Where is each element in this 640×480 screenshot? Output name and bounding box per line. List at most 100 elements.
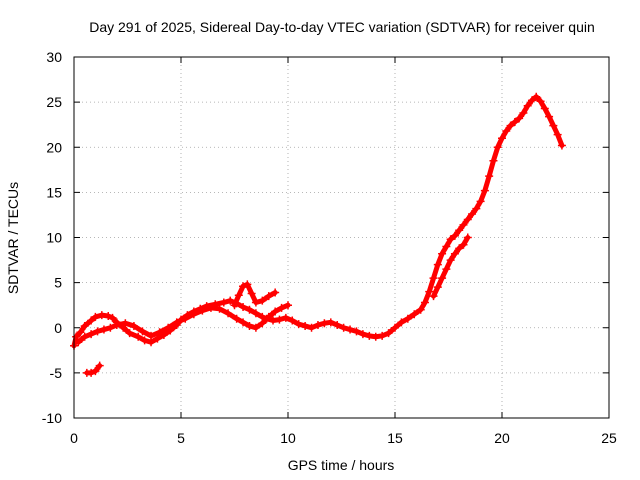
data-point <box>87 330 96 339</box>
data-point <box>523 101 532 110</box>
data-point <box>258 296 267 305</box>
data-point <box>506 121 515 130</box>
data-point <box>198 306 207 315</box>
data-point <box>284 301 292 310</box>
data-point <box>91 312 100 321</box>
data-point <box>112 321 121 330</box>
y-tick-label: 25 <box>46 94 62 110</box>
data-point <box>239 302 248 311</box>
axis-ticks: 0 5 10 15 20 25 -10 -5 0 5 10 15 20 25 30 <box>42 49 617 446</box>
data-point <box>476 197 485 206</box>
data-point <box>463 215 472 224</box>
data-point <box>251 298 260 307</box>
data-point <box>76 328 85 337</box>
data-point <box>258 319 267 328</box>
data-point <box>450 249 459 258</box>
chart-title: Day 291 of 2025, Sidereal Day-to-day VTE… <box>89 19 595 35</box>
data-point <box>91 367 100 376</box>
data-point <box>545 112 554 121</box>
gridlines <box>74 57 609 418</box>
data-point <box>442 265 451 274</box>
data-point <box>410 310 419 319</box>
data-point <box>333 321 342 330</box>
data-point <box>450 231 459 240</box>
y-tick-label: 5 <box>54 275 62 291</box>
data-point <box>455 244 464 253</box>
data-point <box>155 328 164 337</box>
data-point <box>480 186 489 195</box>
data-point <box>553 130 562 139</box>
y-tick-label: 30 <box>46 49 62 65</box>
data-point <box>515 114 524 123</box>
data-point <box>391 323 399 332</box>
data-point <box>172 318 181 327</box>
data-point <box>164 323 173 332</box>
y-tick-label: 0 <box>54 320 62 336</box>
data-point <box>536 97 545 106</box>
data-point <box>239 282 248 291</box>
data-point <box>320 319 329 328</box>
data-point <box>489 156 498 165</box>
data-point <box>313 321 322 330</box>
data-point <box>371 332 380 341</box>
data-point <box>245 321 254 330</box>
data-point <box>502 127 511 136</box>
data-point <box>125 329 134 338</box>
data-point <box>121 319 130 328</box>
data-point <box>425 287 434 296</box>
data-point <box>429 292 438 301</box>
data-point <box>510 117 519 126</box>
data-point <box>147 331 156 340</box>
data-point <box>80 332 89 341</box>
data-point <box>189 310 198 319</box>
data-point <box>446 256 455 265</box>
data-point <box>245 305 254 314</box>
data-point <box>243 280 252 289</box>
data-point <box>181 314 190 323</box>
data-point <box>87 316 96 325</box>
data-point <box>433 260 442 269</box>
data-point <box>459 220 468 229</box>
data-point <box>498 134 506 143</box>
plot-frame <box>73 56 610 419</box>
data-point <box>468 210 477 219</box>
data-point <box>108 313 117 322</box>
data-point <box>275 315 284 324</box>
data-point <box>72 332 81 341</box>
data-point <box>485 172 494 181</box>
data-point <box>540 104 549 113</box>
data-point <box>224 309 233 318</box>
data-point <box>99 325 108 334</box>
data-point <box>326 318 335 327</box>
x-axis-label: GPS time / hours <box>288 457 395 473</box>
data-point <box>358 330 367 339</box>
y-tick-label: 20 <box>46 139 62 155</box>
data-point <box>527 96 536 105</box>
data-point <box>549 121 558 130</box>
data-point <box>206 303 215 312</box>
y-tick-label: 15 <box>46 184 62 200</box>
data-point <box>277 303 286 312</box>
data-point <box>557 141 566 150</box>
data-point <box>438 249 447 258</box>
data-point <box>433 283 442 292</box>
data-point <box>294 320 303 329</box>
data-point <box>352 327 361 336</box>
data-point <box>215 304 224 313</box>
data-point <box>271 307 280 316</box>
data-point <box>138 327 147 336</box>
y-tick-label: -10 <box>42 410 62 426</box>
data-point <box>446 235 455 244</box>
data-point <box>346 325 355 334</box>
data-point <box>463 233 472 242</box>
data-point <box>416 305 425 314</box>
x-tick-label: 10 <box>280 430 296 446</box>
data-point <box>269 316 278 325</box>
data-point <box>532 92 541 101</box>
data-point <box>219 298 228 307</box>
data-point <box>153 334 162 343</box>
data-point <box>288 316 297 325</box>
data-point <box>239 318 248 327</box>
x-tick-label: 5 <box>177 430 185 446</box>
data-point <box>264 292 273 301</box>
